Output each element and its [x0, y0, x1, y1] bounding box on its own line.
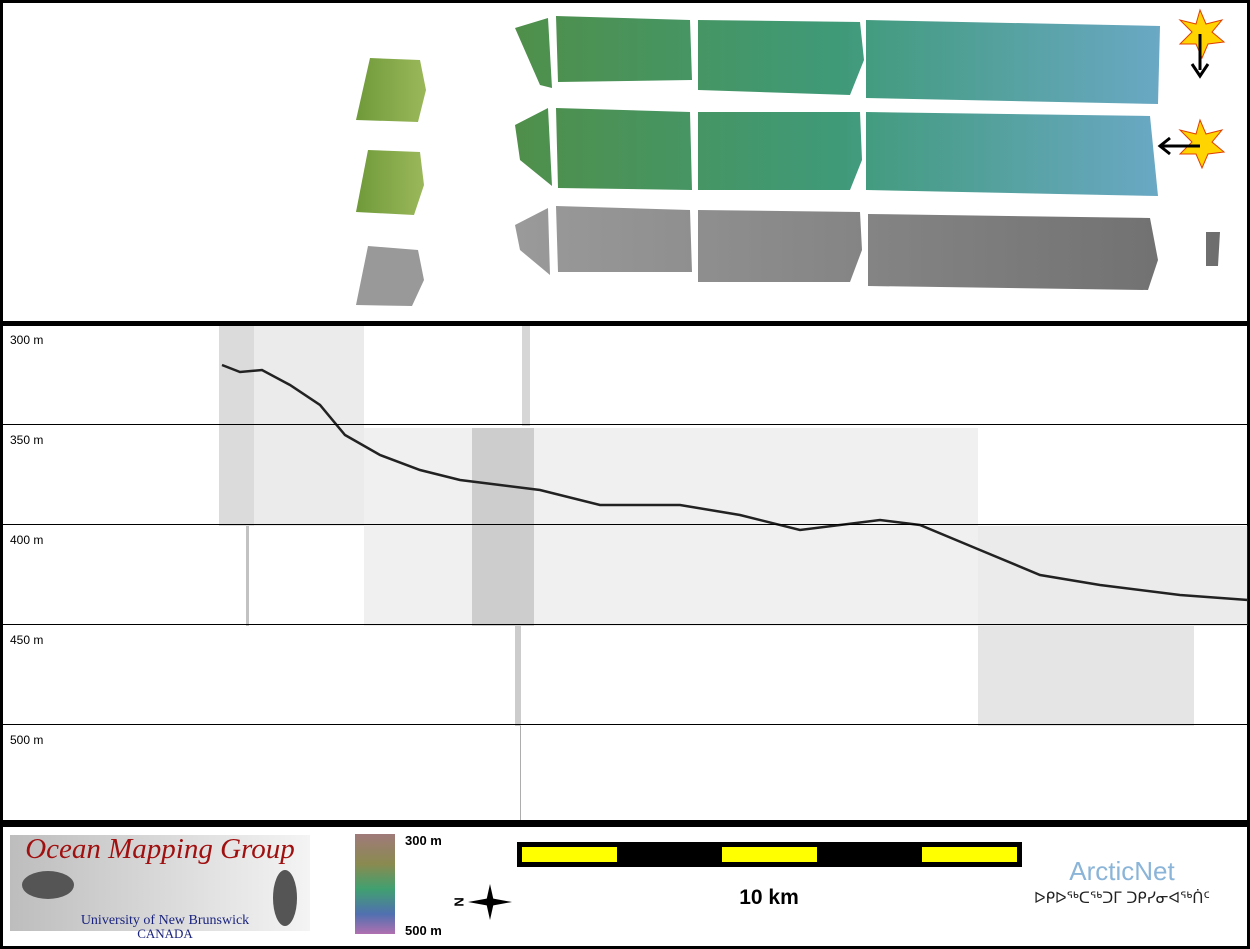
noise [219, 326, 1248, 820]
scale-segment [522, 847, 617, 862]
colorbar [355, 834, 395, 934]
noise-band [472, 428, 534, 626]
sun-icon [1178, 118, 1226, 170]
depth-label: 350 m [10, 433, 43, 447]
scale-segment [722, 847, 817, 862]
noise-band [978, 526, 1248, 626]
profile-panel [3, 326, 1247, 820]
swath [356, 246, 424, 306]
scale-label: 10 km [739, 886, 799, 909]
noise-band [246, 526, 249, 626]
omg-country: CANADA [137, 926, 193, 941]
swath [515, 16, 1160, 104]
swath [515, 108, 1158, 196]
depth-label: 450 m [10, 633, 43, 647]
noise-band [254, 326, 364, 526]
light-arrow [1157, 136, 1171, 156]
depth-lines [3, 424, 1247, 725]
swath [515, 206, 1220, 290]
colorbar-label: 500 m [405, 923, 442, 938]
depth-label: 500 m [10, 733, 43, 747]
noise-band [978, 626, 1194, 726]
logo-fish [22, 871, 74, 899]
omg-title: Ocean Mapping Group [25, 833, 295, 865]
noise-band [522, 326, 530, 426]
light-arrow [1190, 63, 1210, 79]
seafloor [221, 363, 1249, 602]
depth-label: 300 m [10, 333, 43, 347]
noise-band [515, 626, 521, 726]
omg-university: University of New Brunswick [81, 913, 249, 928]
logo-fish [273, 870, 297, 926]
arcticnet-inuktitut: ᐅᑭᐅᖅᑕᖅᑐᒥ ᑐᑭᓯᓂᐊᖅᑏᑦ [1034, 889, 1210, 907]
scale-segment [922, 847, 1017, 862]
arcticnet-title: ArcticNet [1069, 856, 1175, 886]
sun-icon [1178, 8, 1226, 60]
noise-band [364, 428, 978, 626]
depth-label: 400 m [10, 533, 43, 547]
noise-band [520, 726, 521, 820]
north-arrow [468, 898, 512, 906]
swath [356, 58, 426, 122]
colorbar-label: 300 m [405, 833, 442, 848]
swath [356, 150, 424, 215]
north-label: N [452, 897, 467, 906]
noise-band [219, 326, 254, 526]
swaths [356, 8, 1226, 306]
